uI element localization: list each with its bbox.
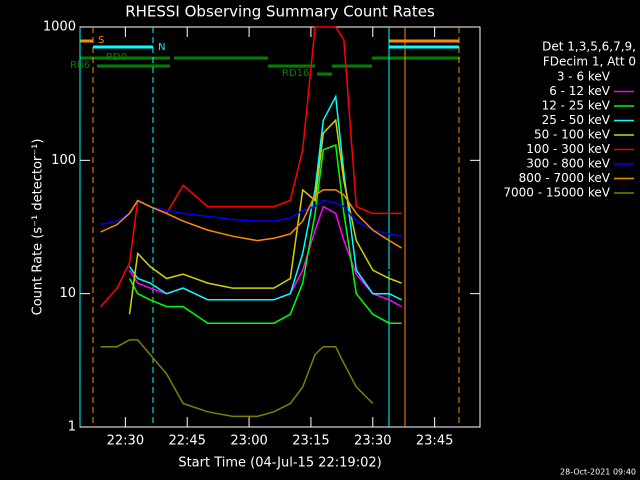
x-tick-label: 23:00 — [230, 434, 267, 449]
legend-label: 50 - 100 keV — [534, 128, 611, 142]
series-line — [128, 118, 402, 315]
series-line — [128, 144, 402, 324]
chart-title: RHESSI Observing Summary Count Rates — [125, 3, 435, 21]
y-tick-label: 1 — [68, 420, 76, 435]
footer: 28-Oct-2021 09:40 — [560, 468, 636, 477]
y-tick-label: 1000 — [43, 20, 76, 35]
series-line — [100, 189, 402, 249]
legend-label: 12 - 25 keV — [542, 99, 611, 113]
legend-label: 800 - 7000 keV — [519, 171, 611, 185]
legend-label: 100 - 300 keV — [526, 142, 610, 156]
legend-label: 300 - 800 keV — [526, 157, 610, 171]
annotation: RD0 — [106, 52, 127, 63]
annotation: RB6 — [70, 60, 90, 71]
x-axis-label: Start Time (04-Jul-15 22:19:02) — [178, 456, 381, 471]
legend-label: 3 - 6 keV — [557, 70, 611, 84]
legend-header: FDecim 1, Att 0 — [543, 55, 636, 69]
series-line — [100, 26, 402, 308]
attenuator-markers — [80, 39, 460, 76]
x-tick-label: 23:30 — [354, 434, 391, 449]
plot-frame — [79, 26, 481, 428]
legend-label: 25 - 50 keV — [542, 113, 611, 127]
legend-header: Det 1,3,5,6,7,9, — [542, 40, 636, 54]
series-line — [128, 94, 402, 301]
y-tick-label: 10 — [59, 286, 76, 301]
annotation: RD16 — [282, 68, 309, 79]
annotation: N — [158, 42, 165, 53]
y-tick-label: 100 — [51, 153, 76, 168]
legend-label: 7000 - 15000 keV — [503, 186, 610, 200]
event-lines — [79, 27, 460, 427]
x-tick-label: 22:30 — [107, 434, 144, 449]
series-line — [100, 339, 374, 418]
x-tick-label: 22:45 — [168, 434, 205, 449]
annotation: S — [98, 35, 104, 46]
x-tick-label: 23:15 — [292, 434, 329, 449]
legend-label: 6 - 12 keV — [549, 84, 611, 98]
y-axis-label: Count Rate (s⁻¹ detector⁻¹) — [31, 139, 46, 316]
x-tick-label: 23:45 — [416, 434, 453, 449]
